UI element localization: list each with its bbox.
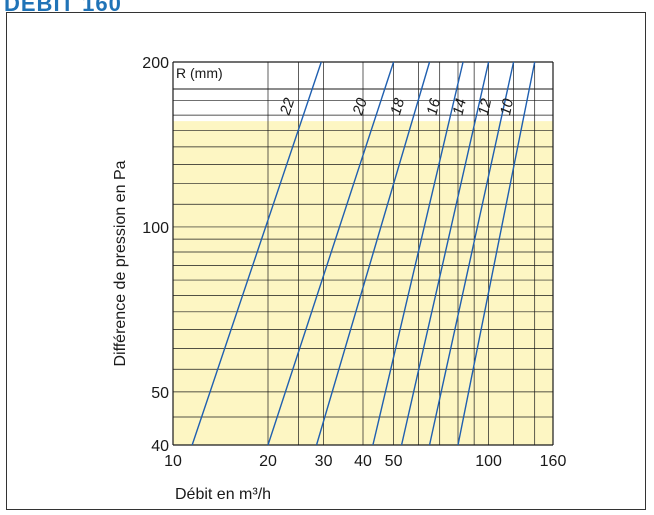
x-tick-label: 50 — [385, 453, 403, 470]
series-line-16 — [372, 61, 464, 446]
y-axis-title: Différence de pression en Pa — [112, 160, 129, 366]
series-label-18: 18 — [387, 96, 408, 117]
x-tick-label: 160 — [540, 453, 567, 470]
chart-plot: R (mm) 22 20 18 16 14 12 10 10 20 30 40 50 100 16040… — [112, 55, 567, 503]
y-tick-label: 200 — [142, 55, 169, 72]
legend-header: R (mm) — [176, 65, 223, 81]
y-tick-label: 40 — [151, 438, 169, 455]
series-line-12 — [428, 61, 515, 446]
x-tick-label: 30 — [315, 453, 333, 470]
series-label-12: 12 — [475, 96, 495, 117]
x-tick-label: 10 — [164, 453, 182, 470]
x-tick-label: 20 — [259, 453, 277, 470]
x-tick-label: 100 — [475, 453, 502, 470]
series-label-22: 22 — [276, 95, 298, 118]
series-line-22 — [191, 61, 322, 446]
series-line-14 — [400, 61, 490, 446]
series-line-18 — [315, 61, 431, 446]
series-label-10: 10 — [497, 97, 517, 117]
series-label-14: 14 — [450, 97, 470, 117]
series-line-10 — [457, 61, 536, 446]
x-tick-label: 40 — [354, 453, 372, 470]
series-line-20 — [267, 61, 395, 446]
y-tick-label: 50 — [151, 385, 169, 402]
x-axis-title: Débit en m³/h — [175, 486, 271, 503]
series-label-20: 20 — [349, 95, 371, 118]
series-label-16: 16 — [424, 96, 445, 117]
y-tick-label: 100 — [142, 220, 169, 237]
chart-frame: R (mm) 22 20 18 16 14 12 10 10 20 30 40 50 100 160 40… — [6, 12, 646, 510]
